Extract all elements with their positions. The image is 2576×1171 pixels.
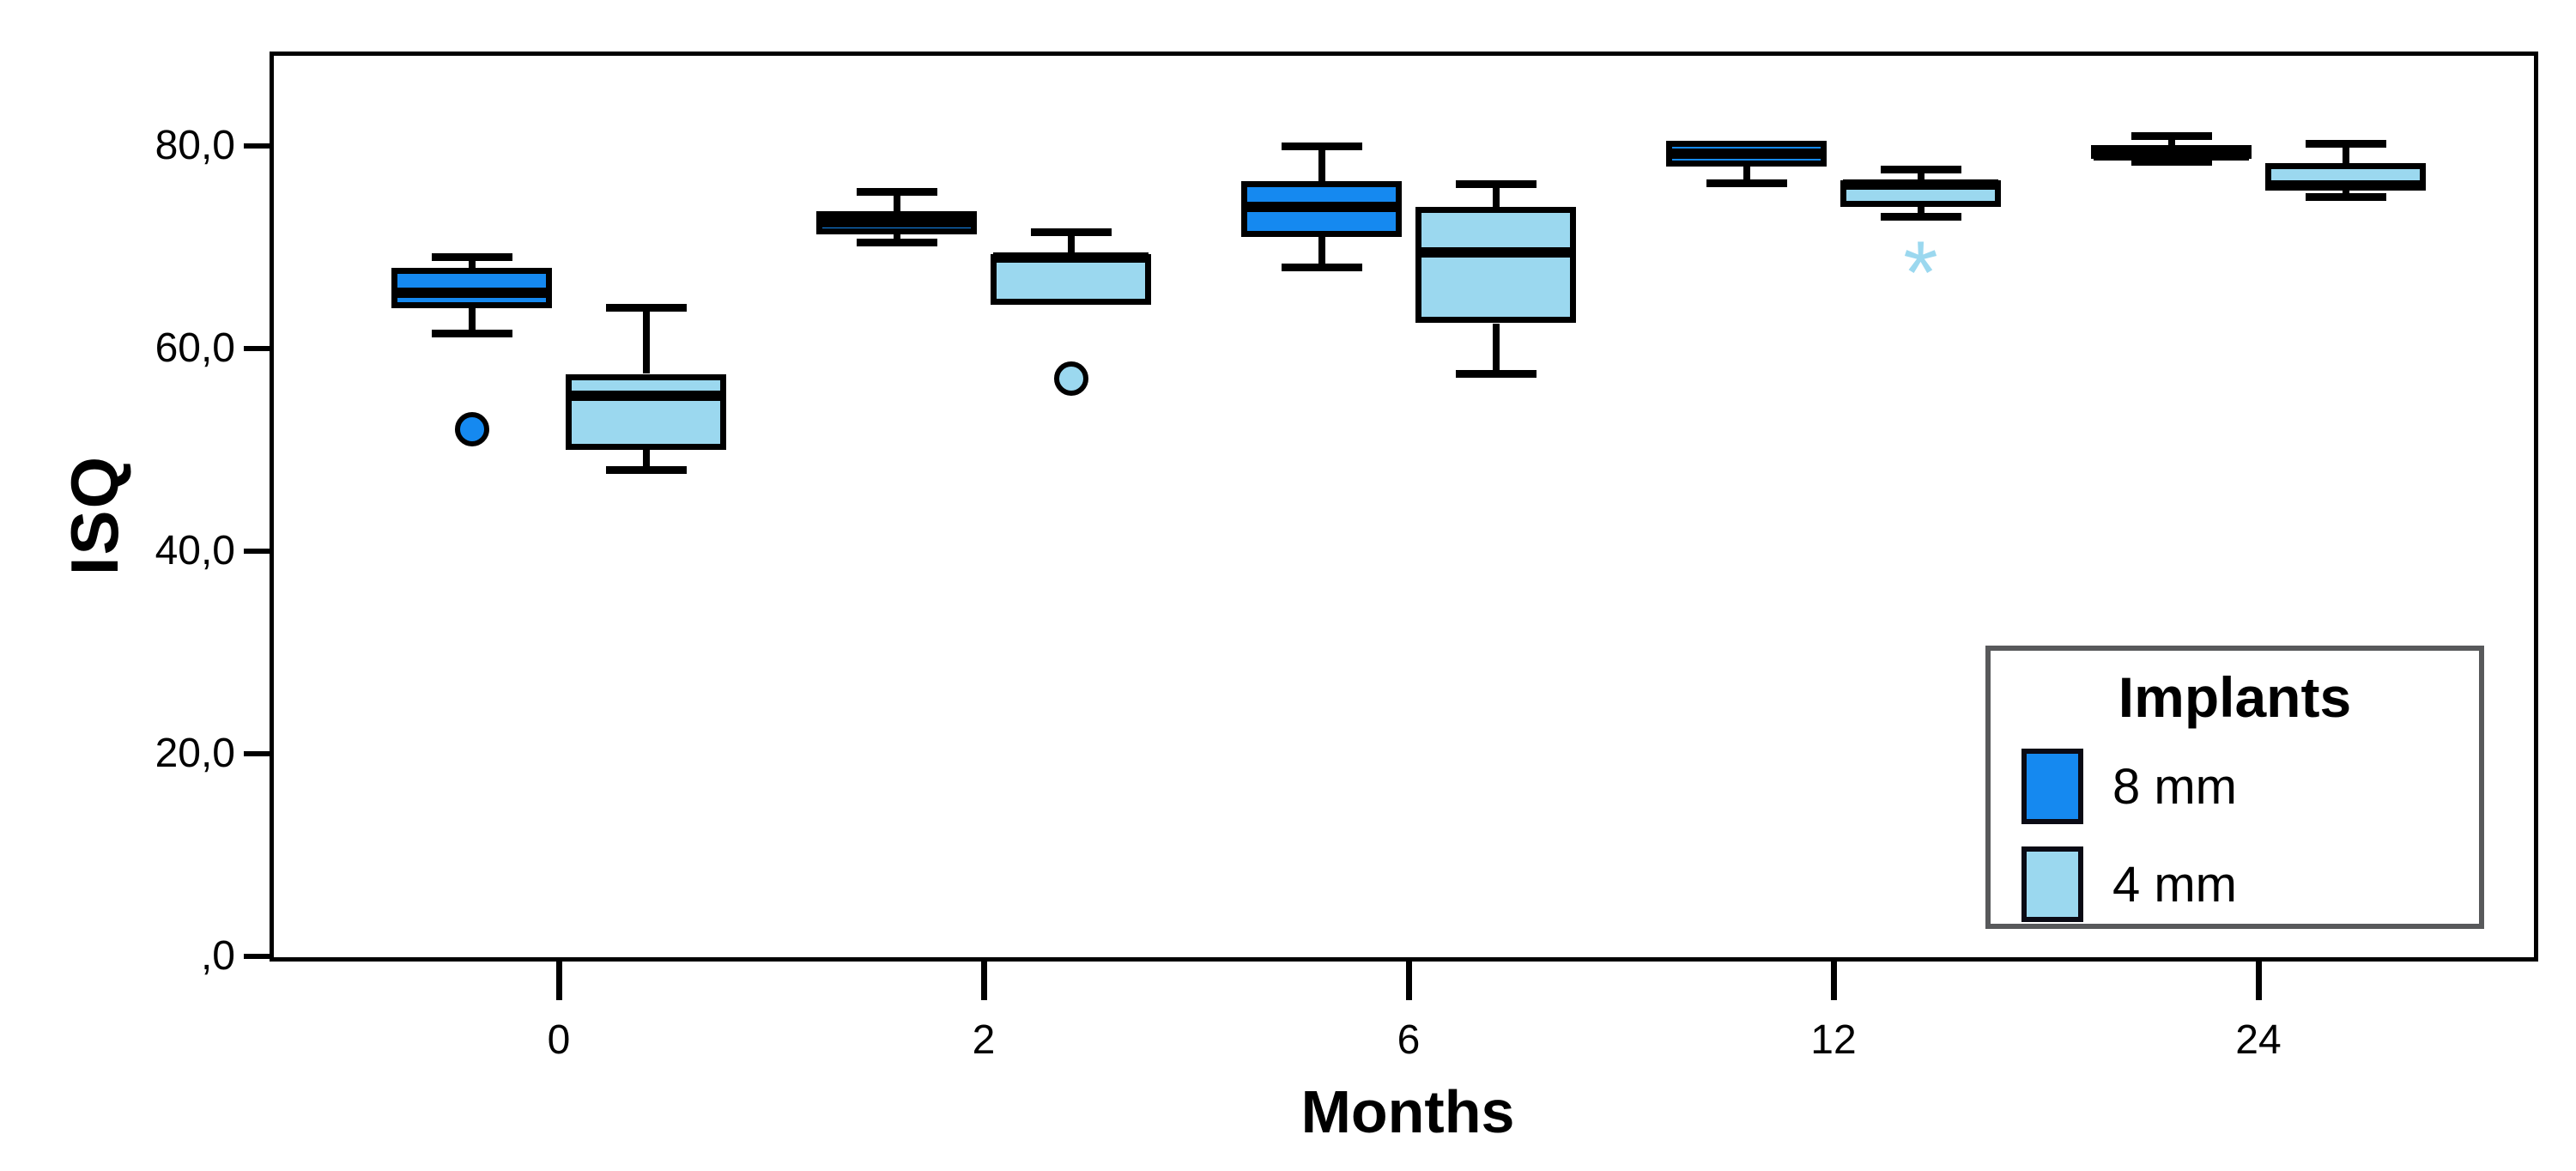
- y-axis-tick: [244, 143, 272, 149]
- whisker-bottom-cap: [1880, 213, 1961, 221]
- legend-entry-8mm: 8 mm: [2021, 745, 2479, 828]
- whisker-bottom-cap: [2131, 158, 2212, 167]
- x-axis-tick: [2255, 962, 2262, 1000]
- whisker-top-stem: [2167, 136, 2175, 145]
- y-axis-tick: [244, 954, 272, 959]
- y-axis-tick: [244, 549, 272, 554]
- whisker-top-cap: [2305, 140, 2386, 149]
- median-line: [2268, 180, 2423, 191]
- y-axis-tick: [244, 346, 272, 351]
- y-axis-tick-label: 40,0: [155, 528, 235, 573]
- whisker-top-stem: [1917, 169, 1924, 181]
- y-axis-tick-label: 20,0: [155, 731, 235, 776]
- whisker-bottom-cap: [1281, 264, 1362, 272]
- outlier-star-icon: *: [1903, 222, 1938, 323]
- x-axis-tick: [1830, 962, 1837, 1000]
- median-line: [1244, 201, 1399, 212]
- y-axis-tick-label: ,0: [200, 933, 235, 979]
- whisker-top-cap: [2131, 131, 2212, 140]
- whisker-bottom-stem: [1917, 206, 1924, 217]
- median-line: [819, 216, 974, 228]
- whisker-bottom-stem: [1492, 323, 1500, 374]
- x-axis-tick: [555, 962, 562, 1000]
- legend-label-8mm: 8 mm: [2112, 758, 2237, 815]
- whisker-bottom-stem: [1743, 166, 1750, 184]
- whisker-bottom-stem: [1318, 237, 1325, 268]
- x-axis-tick: [1405, 962, 1412, 1000]
- whisker-top-cap: [1455, 180, 1537, 189]
- whisker-bottom-cap: [605, 466, 687, 475]
- whisker-top-cap: [431, 253, 512, 262]
- whisker-bottom-cap: [1455, 370, 1537, 378]
- y-axis-tick-label: 60,0: [155, 325, 235, 371]
- x-axis-tick-label: 0: [547, 1017, 571, 1063]
- whisker-top-cap: [1880, 165, 1961, 173]
- whisker-top-stem: [1492, 184, 1500, 207]
- median-line: [1418, 246, 1573, 258]
- whisker-top-cap: [856, 187, 937, 196]
- median-line: [568, 391, 724, 402]
- legend-swatch-4mm-icon: [2021, 846, 2083, 922]
- x-axis-title: Months: [1300, 1078, 1515, 1145]
- legend-swatch-8mm-icon: [2021, 749, 2083, 824]
- x-axis-tick-label: 2: [972, 1017, 996, 1063]
- x-axis-tick-label: 6: [1397, 1017, 1421, 1063]
- median-line: [993, 252, 1149, 263]
- y-axis-tick-label: 80,0: [155, 123, 235, 168]
- median-line: [1843, 179, 1998, 190]
- whisker-top-cap: [605, 304, 687, 312]
- x-axis-tick-label: 24: [2235, 1017, 2282, 1063]
- whisker-top-stem: [893, 191, 900, 211]
- box-4mm-month-6: [1415, 206, 1576, 324]
- whisker-top-stem: [2342, 143, 2349, 164]
- whisker-bottom-stem: [893, 234, 900, 243]
- whisker-top-cap: [1030, 228, 1112, 236]
- legend: Implants 8 mm 4 mm: [1985, 646, 2484, 929]
- whisker-bottom-cap: [1706, 179, 1787, 188]
- whisker-top-stem: [1067, 232, 1075, 255]
- whisker-bottom-stem: [468, 307, 476, 334]
- legend-entry-4mm: 4 mm: [2021, 843, 2479, 925]
- box-4mm-month-0: [566, 373, 726, 450]
- median-line: [1669, 149, 1824, 160]
- legend-label-4mm: 4 mm: [2112, 856, 2237, 913]
- median-line: [394, 288, 549, 299]
- whisker-bottom-cap: [856, 238, 937, 246]
- outlier-circle: [454, 412, 489, 447]
- outlier-circle: [1053, 361, 1088, 397]
- whisker-bottom-cap: [431, 329, 512, 337]
- whisker-top-stem: [642, 307, 650, 374]
- whisker-top-stem: [1318, 146, 1325, 182]
- x-axis-tick-label: 12: [1810, 1017, 1857, 1063]
- whisker-top-stem: [468, 257, 476, 268]
- whisker-bottom-stem: [642, 450, 650, 470]
- legend-title: Implants: [2118, 665, 2352, 729]
- median-line: [2094, 149, 2249, 161]
- whisker-top-cap: [1281, 142, 1362, 150]
- x-axis-tick: [980, 962, 987, 1000]
- y-axis-tick: [244, 751, 272, 756]
- box-4mm-month-2: [991, 254, 1151, 306]
- whisker-bottom-cap: [2305, 192, 2386, 201]
